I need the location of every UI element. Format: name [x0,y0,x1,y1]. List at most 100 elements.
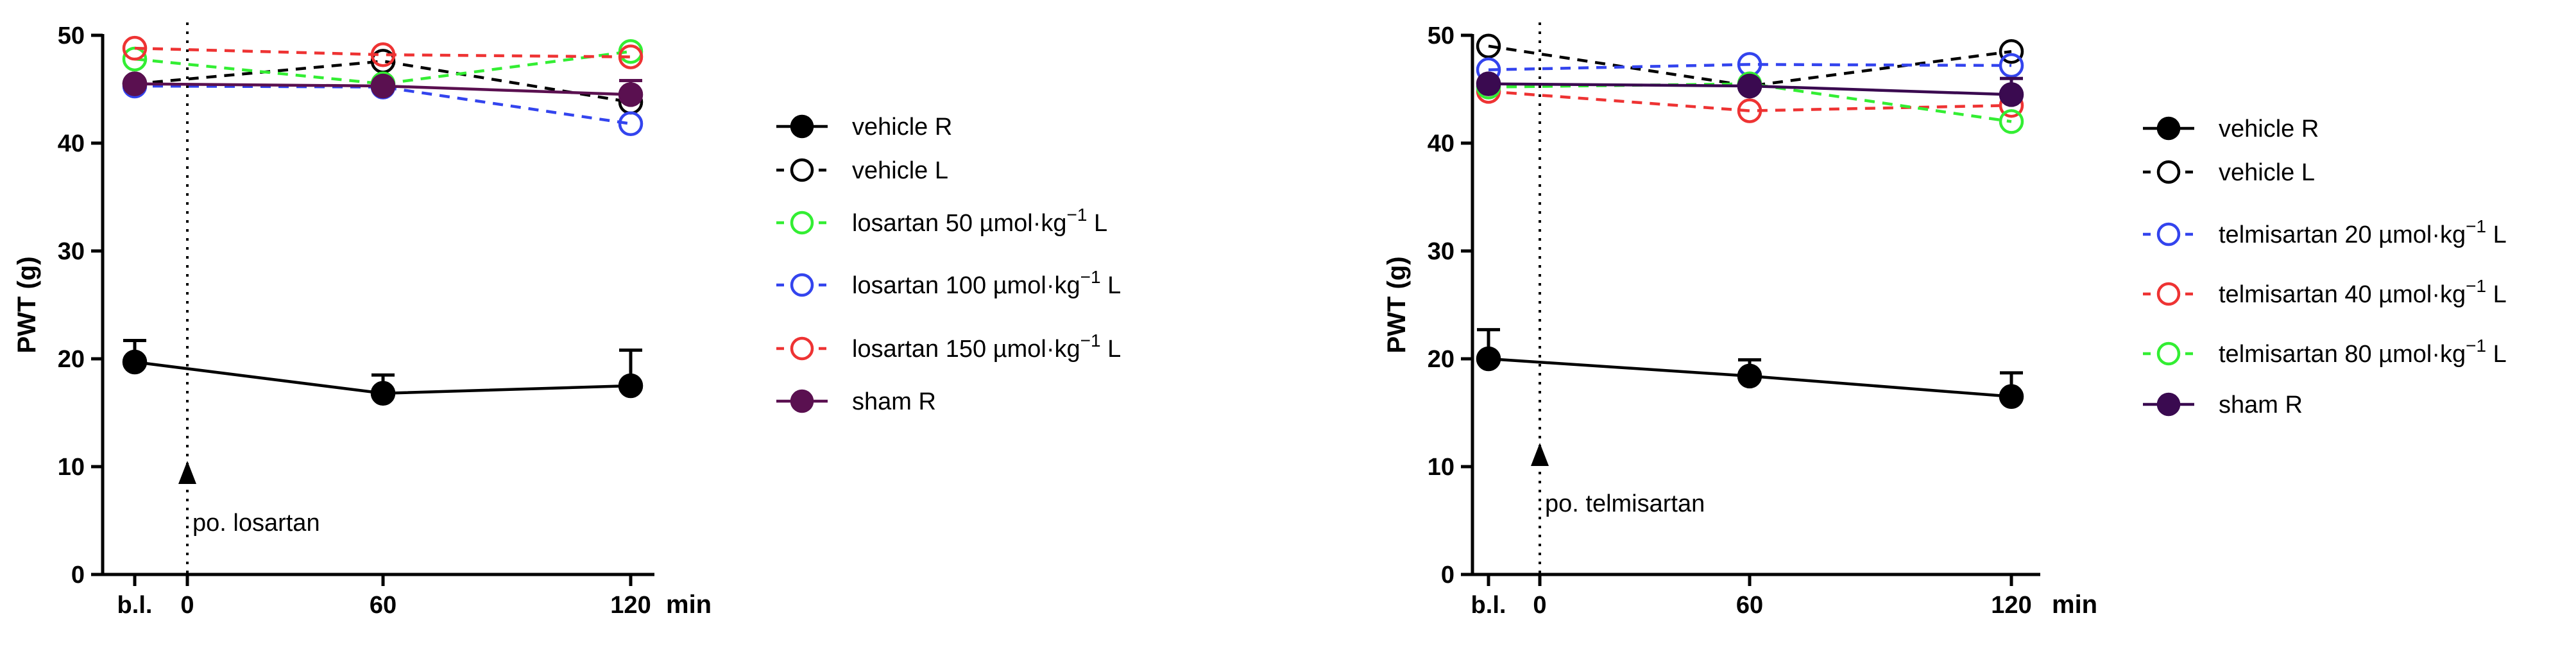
x-tick-label: b.l. [117,592,153,619]
data-point [1999,384,2024,410]
series-vehicle-r [1476,328,2024,410]
legend-superscript: −1 [2466,216,2486,236]
legend-marker [2156,222,2181,246]
data-point [122,71,148,96]
chart-telmisartan: 0 10 20 30 40 50 PWT (g) b.l. 0 60 120 min po. telmi… [1383,22,2507,619]
data-point [1737,73,1762,99]
data-point [1737,98,1762,123]
data-point [618,111,644,137]
x-tick-label: 120 [1991,592,2031,619]
data-point [618,44,644,69]
legend-label: losartan 150 µmol·kg−1 L [852,331,1121,363]
legend-marker [790,211,814,235]
data-point [370,42,396,67]
y-tick-label: 50 [1428,22,1454,49]
legend-marker [790,158,814,182]
y-axis-title: PWT (g) [1383,256,1411,353]
legend-label: telmisartan 20 µmol·kg−1 L [2219,216,2507,248]
legend-item: losartan 150 µmol·kg−1 L [776,331,1121,363]
y-tick-label: 20 [1428,346,1454,373]
legend-item: losartan 50 µmol·kg−1 L [776,205,1107,237]
legend-suffix: L [1101,272,1122,299]
legend-item: telmisartan 20 µmol·kg−1 L [2143,216,2507,248]
series-line [1488,44,2012,88]
series-line [134,46,631,58]
dose-arrow-icon [178,461,196,484]
series-line [134,60,631,104]
legend-label: sham R [852,388,936,415]
legend-superscript: −1 [1080,331,1101,350]
y-tick-label: 40 [58,130,85,157]
legend-label: vehicle R [2219,116,2319,142]
data-point [618,373,644,399]
legend-label: telmisartan 80 µmol·kg−1 L [2219,336,2507,368]
data-point [1476,33,1501,59]
series-losartan-150-mol-kg [122,35,644,69]
y-tick-label: 0 [71,562,85,589]
y-axis-title: PWT (g) [13,256,41,353]
y-tick-label: 10 [58,454,85,481]
x-tick-label: 0 [180,592,194,619]
legend-label: vehicle L [2219,159,2315,186]
legend-item: telmisartan 40 µmol·kg−1 L [2143,276,2507,308]
legend-superscript: −1 [1080,267,1101,287]
data-point [1737,363,1762,389]
y-tick-label: 30 [1428,238,1454,265]
data-point [618,82,644,107]
legend-superscript: −1 [2466,276,2486,296]
x-tick-label: 120 [610,592,651,619]
data-point [370,73,396,99]
data-point [1476,346,1501,372]
legend-marker [790,336,814,361]
series-line [134,49,631,85]
data-point [1999,82,2024,107]
series-line [134,84,631,125]
x-tick-label: 60 [1736,592,1763,619]
data-point [1999,109,2024,134]
data-point [370,381,396,406]
legend-item: vehicle R [776,114,952,141]
data-point [122,349,148,375]
legend-item: vehicle L [776,157,948,184]
chart-losartan: 0 10 20 30 40 50 PWT (g) b.l. 0 60 120 min po. losar… [13,22,1121,619]
series-line [1488,63,2012,72]
legend-suffix: L [2486,341,2507,368]
legend-marker [790,389,814,413]
legend-marker [790,273,814,297]
legend-label: sham R [2219,392,2303,418]
legend-item: vehicle L [2143,159,2315,186]
legend-label: vehicle R [852,114,952,141]
series-line [1488,90,2012,112]
legend-item: telmisartan 80 µmol·kg−1 L [2143,336,2507,368]
legend-item: sham R [776,388,936,415]
y-tick-label: 40 [1428,130,1454,157]
legend-label: telmisartan 40 µmol·kg−1 L [2219,276,2507,308]
legend-label: losartan 100 µmol·kg−1 L [852,267,1121,299]
data-point [122,35,148,61]
data-point [1476,71,1501,96]
legend-marker [2156,160,2181,184]
dose-arrow-icon [1531,443,1549,466]
data-point [1999,53,2024,78]
y-tick-label: 30 [58,238,85,265]
legend-label: vehicle L [852,157,948,184]
legend-item: vehicle R [2143,116,2319,142]
x-tick-label: 0 [1533,592,1546,619]
data-point [122,46,148,72]
x-tick-label: 60 [370,592,397,619]
series-sham-r [122,71,644,107]
legend-marker [2156,392,2181,417]
series-vehicle-r [122,338,644,406]
y-tick-label: 20 [58,346,85,373]
legend-marker [790,114,814,139]
y-tick-label: 50 [58,22,85,49]
x-tick-label: b.l. [1471,592,1506,619]
legend-superscript: −1 [2466,336,2486,356]
legend-suffix: L [1101,336,1122,363]
legend-suffix: L [1087,210,1107,237]
legend-marker [2156,282,2181,306]
series-sham-r [1476,71,2024,107]
dose-annotation: po. losartan [192,510,320,537]
